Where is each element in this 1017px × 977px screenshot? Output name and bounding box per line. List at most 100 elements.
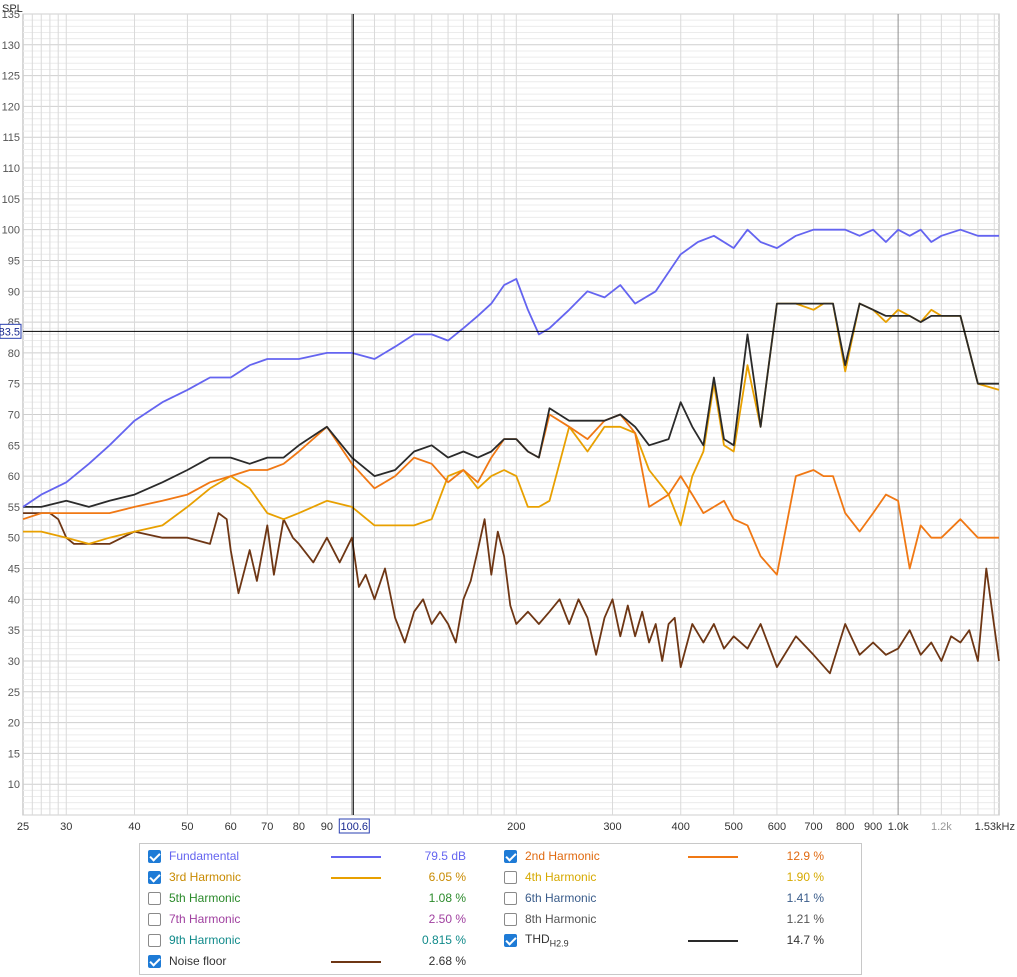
y-tick-label: 70 <box>8 410 20 422</box>
5th-harmonic-checkbox[interactable] <box>148 891 161 905</box>
cursor-y-label: 83.5 <box>0 326 20 338</box>
y-tick-label: 75 <box>8 379 20 391</box>
y-tick-label: 30 <box>8 656 20 668</box>
noise-floor-label: Noise floor <box>169 954 227 968</box>
legend-row-3rd[interactable]: 3rd Harmonic <box>148 867 241 887</box>
legend-row-9th[interactable]: 9th Harmonic <box>148 930 240 950</box>
noise-floor-value: 2.68 % <box>428 954 466 968</box>
x-tick-label: 90 <box>321 821 333 833</box>
9th-harmonic-checkbox[interactable] <box>148 933 161 947</box>
7th-harmonic-value: 2.50 % <box>428 912 466 926</box>
y-tick-label: 90 <box>8 286 20 298</box>
3rd-harmonic-checkbox[interactable] <box>148 870 161 884</box>
y-tick-label: 80 <box>8 348 20 360</box>
5th-harmonic-label: 5th Harmonic <box>169 891 241 905</box>
series-line-thd-h2-9 <box>23 302 999 508</box>
series-line-noise-floor <box>23 512 1000 675</box>
cursor-y-label-box <box>0 323 22 339</box>
legend-row-8th[interactable]: 8th Harmonic <box>504 909 596 929</box>
x-tick-label: 30 <box>60 821 72 833</box>
y-tick-label: 50 <box>8 533 20 545</box>
spl-chart[interactable]: 1015202530354045505560657075808590951001… <box>0 0 1017 840</box>
y-tick-label: 10 <box>8 779 20 791</box>
legend-row-noise[interactable]: Noise floor <box>148 951 226 971</box>
x-tick-label: 50 <box>181 821 193 833</box>
thd-swatch <box>688 940 738 942</box>
x-tick-label: 500 <box>724 821 742 833</box>
2nd-harmonic-checkbox[interactable] <box>504 849 517 863</box>
series-line-fundamental <box>22 228 999 508</box>
legend-panel: Fundamental 79.5 dB 3rd Harmonic 6.05 % … <box>139 843 862 975</box>
legend-row-4th[interactable]: 4th Harmonic <box>504 867 596 887</box>
y-tick-label: 25 <box>8 687 20 699</box>
fundamental-checkbox[interactable] <box>148 849 161 863</box>
legend-row-5th[interactable]: 5th Harmonic <box>148 888 240 908</box>
y-tick-label: 60 <box>8 471 20 483</box>
series-line-2nd-harmonic <box>22 413 999 576</box>
3rd-harmonic-label: 3rd Harmonic <box>169 870 242 884</box>
y-tick-label: 115 <box>2 132 20 144</box>
x-tick-label: 300 <box>603 821 621 833</box>
x-tick-label: 40 <box>128 821 140 833</box>
thd-checkbox[interactable] <box>504 933 517 947</box>
x-tick-label: 1.53kHz <box>975 821 1015 833</box>
x-tick-label: 1.0k <box>888 821 909 833</box>
y-tick-label: 135 <box>2 9 20 21</box>
thd-label-main: THD <box>525 931 550 946</box>
5th-harmonic-value: 1.08 % <box>428 891 466 905</box>
9th-harmonic-value: 0.815 % <box>421 933 466 947</box>
2nd-harmonic-label: 2nd Harmonic <box>525 849 600 863</box>
legend-row-2nd[interactable]: 2nd Harmonic <box>504 846 600 866</box>
y-tick-label: 20 <box>8 718 20 730</box>
y-tick-label: 15 <box>8 748 20 760</box>
x-tick-label: 700 <box>804 821 822 833</box>
6th-harmonic-checkbox[interactable] <box>504 891 517 905</box>
3rd-harmonic-swatch <box>331 877 381 879</box>
fundamental-value: 79.5 dB <box>424 849 466 863</box>
legend-row-7th[interactable]: 7th Harmonic <box>148 909 240 929</box>
x-tick-label: 70 <box>261 821 273 833</box>
y-tick-label: 130 <box>2 40 20 52</box>
8th-harmonic-label: 8th Harmonic <box>525 912 597 926</box>
y-tick-label: 120 <box>2 101 20 113</box>
4th-harmonic-label: 4th Harmonic <box>525 870 597 884</box>
9th-harmonic-label: 9th Harmonic <box>169 933 241 947</box>
y-tick-label: 55 <box>8 502 20 514</box>
y-tick-label: 105 <box>2 194 20 206</box>
3rd-harmonic-value: 6.05 % <box>428 870 466 884</box>
cursor-x-label-box <box>338 818 370 834</box>
8th-harmonic-checkbox[interactable] <box>504 912 517 926</box>
thd-label-sub: H2.9 <box>549 938 569 949</box>
y-tick-label: 40 <box>8 594 20 606</box>
y-tick-label: 110 <box>2 163 20 175</box>
y-tick-label: 45 <box>8 564 20 576</box>
noise-floor-checkbox[interactable] <box>148 954 161 968</box>
6th-harmonic-label: 6th Harmonic <box>525 891 597 905</box>
7th-harmonic-checkbox[interactable] <box>148 912 161 926</box>
noise-floor-swatch <box>331 961 381 963</box>
legend-row-6th[interactable]: 6th Harmonic <box>504 888 596 908</box>
series-group <box>22 228 1000 675</box>
4th-harmonic-checkbox[interactable] <box>504 870 517 884</box>
vertical-grid <box>31 14 995 815</box>
x-tick-label: 25 <box>17 821 29 833</box>
4th-harmonic-value: 1.90 % <box>786 870 824 884</box>
y-axis-title: SPL <box>2 3 23 15</box>
7th-harmonic-label: 7th Harmonic <box>169 912 241 926</box>
legend-row-thd[interactable]: THDH2.9 <box>504 930 569 950</box>
x-tick-label: 600 <box>768 821 786 833</box>
x-tick-label: 200 <box>507 821 525 833</box>
x-tick-label: 60 <box>225 821 237 833</box>
y-tick-label: 125 <box>2 71 20 83</box>
chart-area[interactable]: 10 15 20 25 30 35 40 45 50 55 60 65 70 75 80 85 90 95 100 1… <box>0 0 1017 840</box>
x-tick-label: 900 <box>864 821 882 833</box>
y-tick-label: 35 <box>8 625 20 637</box>
x-tick-label: 1.2k <box>931 821 952 833</box>
2nd-harmonic-value: 12.9 % <box>786 849 824 863</box>
thd-label: THDH2.9 <box>525 932 569 948</box>
fundamental-swatch <box>331 856 381 858</box>
fundamental-label: Fundamental <box>169 849 240 863</box>
y-tick-label: 65 <box>8 440 20 452</box>
legend-row-fundamental[interactable]: Fundamental <box>148 846 239 866</box>
cursor-x-label: 100.6 <box>341 821 369 833</box>
